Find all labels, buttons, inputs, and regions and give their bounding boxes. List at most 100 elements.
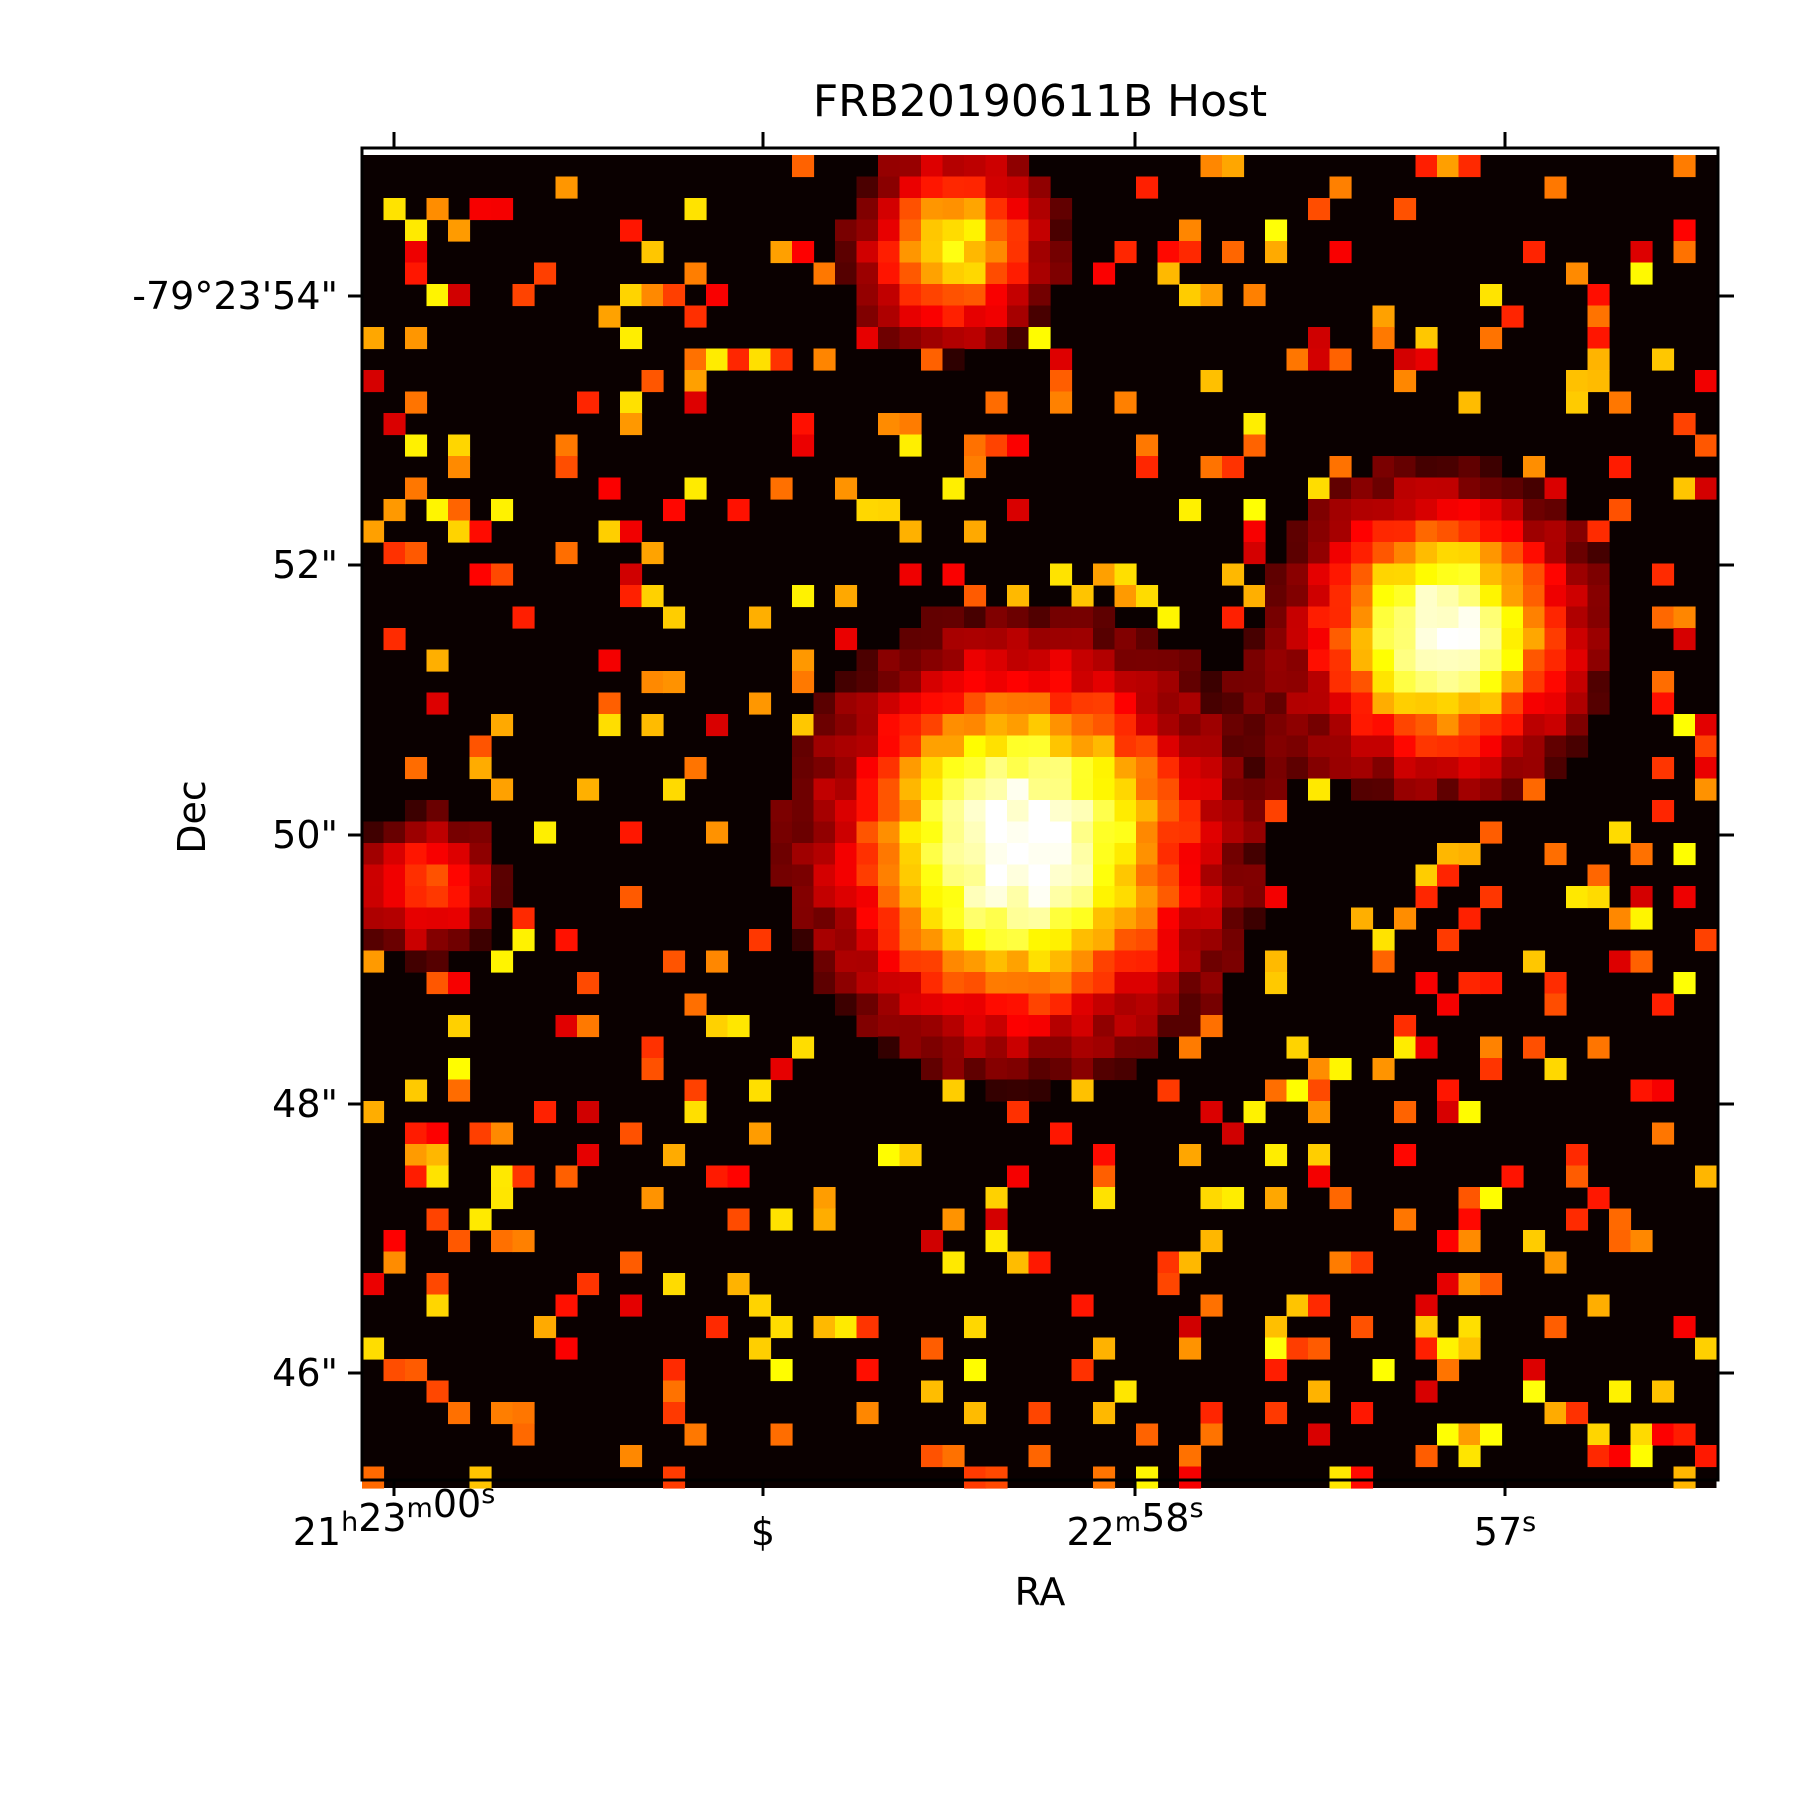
pixel <box>469 757 492 780</box>
pixel <box>1609 1380 1632 1403</box>
pixel <box>942 219 965 242</box>
pixel <box>491 1165 514 1188</box>
pixel <box>878 413 901 436</box>
pixel <box>1329 606 1352 629</box>
pixel <box>1415 649 1438 672</box>
pixel <box>1566 370 1589 393</box>
pixel <box>1372 757 1395 780</box>
pixel <box>1007 176 1030 199</box>
pixel <box>942 198 965 221</box>
pixel <box>1415 477 1438 500</box>
pixel <box>1437 456 1460 479</box>
pixel <box>878 262 901 285</box>
pixel <box>792 886 815 909</box>
pixel <box>856 284 879 307</box>
pixel <box>684 370 707 393</box>
x-axis-label: RA <box>1015 1570 1066 1614</box>
pixel <box>1286 757 1309 780</box>
pixel <box>1458 606 1481 629</box>
pixel <box>1480 499 1503 522</box>
pixel <box>921 628 944 651</box>
pixel <box>985 628 1008 651</box>
pixel <box>706 714 729 737</box>
pixel <box>1093 1187 1116 1210</box>
pixel <box>1179 692 1202 715</box>
pixel <box>555 1165 578 1188</box>
pixel <box>1480 520 1503 543</box>
pixel <box>921 821 944 844</box>
pixel <box>1544 757 1567 780</box>
pixel <box>1050 864 1073 887</box>
pixel <box>942 735 965 758</box>
pixel <box>1200 692 1223 715</box>
pixel <box>878 671 901 694</box>
pixel <box>491 1230 514 1253</box>
pixel <box>1394 348 1417 371</box>
pixel <box>1200 929 1223 952</box>
pixel <box>942 864 965 887</box>
pixel <box>964 1316 987 1339</box>
pixel <box>813 714 836 737</box>
pixel <box>1114 886 1137 909</box>
pixel <box>1200 800 1223 823</box>
pixel <box>1501 606 1524 629</box>
pixel <box>1179 714 1202 737</box>
pixel <box>1050 972 1073 995</box>
pixel <box>426 950 449 973</box>
pixel <box>1265 714 1288 737</box>
pixel <box>942 757 965 780</box>
pixel <box>684 262 707 285</box>
pixel <box>899 778 922 801</box>
pixel <box>1351 499 1374 522</box>
pixel <box>1200 950 1223 973</box>
pixel <box>1480 563 1503 586</box>
pixel <box>706 348 729 371</box>
pixel <box>985 1036 1008 1059</box>
pixel <box>878 499 901 522</box>
pixel <box>1587 649 1610 672</box>
pixel <box>899 520 922 543</box>
pixel <box>1265 1187 1288 1210</box>
pixel <box>813 800 836 823</box>
pixel <box>1007 649 1030 672</box>
pixel <box>964 714 987 737</box>
pixel <box>1523 628 1546 651</box>
pixel <box>1050 348 1073 371</box>
pixel <box>835 907 858 930</box>
pixel <box>1157 993 1180 1016</box>
pixel <box>1501 671 1524 694</box>
pixel <box>1136 821 1159 844</box>
pixel <box>813 929 836 952</box>
pixel <box>1501 778 1524 801</box>
pixel <box>1007 950 1030 973</box>
pixel <box>1566 649 1589 672</box>
pixel <box>1329 628 1352 651</box>
pixel <box>835 628 858 651</box>
pixel <box>921 800 944 823</box>
pixel <box>792 671 815 694</box>
pixel <box>1157 1079 1180 1102</box>
pixel <box>1372 477 1395 500</box>
pixel <box>1028 843 1051 866</box>
pixel <box>405 542 428 565</box>
pixel <box>1673 241 1696 264</box>
pixel <box>964 1015 987 1038</box>
pixel <box>1028 886 1051 909</box>
pixel <box>985 1466 1008 1489</box>
pixel <box>1415 155 1438 178</box>
pixel <box>1243 692 1266 715</box>
pixel <box>770 843 793 866</box>
pixel <box>1630 950 1653 973</box>
pixel <box>1093 649 1116 672</box>
pixel <box>1157 714 1180 737</box>
pixel <box>1179 821 1202 844</box>
pixel <box>1007 907 1030 930</box>
pixel <box>1480 649 1503 672</box>
pixel <box>856 241 879 264</box>
pixel <box>985 714 1008 737</box>
pixel <box>1351 477 1374 500</box>
y-tick-label: 46" <box>272 1351 338 1395</box>
pixel <box>921 778 944 801</box>
pixel <box>1437 585 1460 608</box>
pixel <box>426 1165 449 1188</box>
